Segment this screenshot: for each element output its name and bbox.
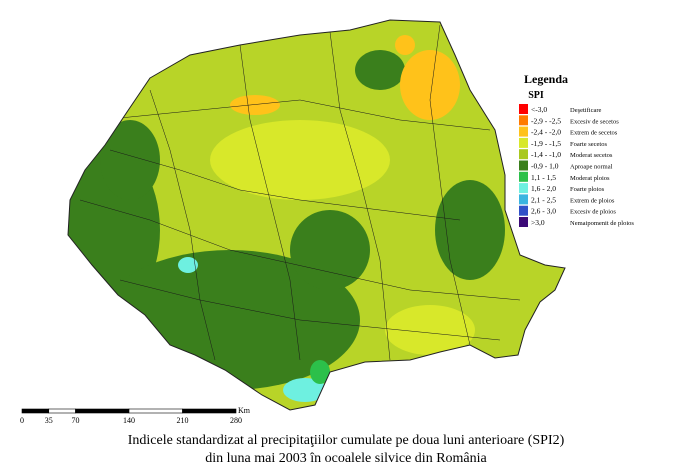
legend-label: Foarte secetos	[570, 141, 607, 148]
legend-label: Excesiv de secetos	[570, 118, 619, 125]
legend-range: 2,6 - 3,0	[531, 207, 556, 216]
legend-swatch	[519, 160, 528, 171]
legend-swatch	[519, 149, 528, 160]
legend-swatch	[519, 217, 528, 227]
legend-range: >3,0	[531, 218, 545, 227]
legend-swatch	[519, 183, 528, 194]
caption: Indicele standardizat al precipitaţiilor…	[128, 433, 565, 448]
legend: <-3,0 Deşetificare -2,9 - -2,5 Excesiv de s…	[519, 104, 634, 227]
legend-label: Foarte ploios	[570, 186, 605, 193]
legend-range: 2,1 - 2,5	[531, 195, 556, 204]
legend-swatch	[519, 115, 528, 126]
border	[67, 19, 566, 411]
legend-title: Legenda	[524, 72, 568, 86]
scale-segment	[128, 408, 183, 414]
legend-label: Deşetificare	[570, 107, 602, 114]
caption: din luna mai 2003 în ocoalele silvice di…	[205, 451, 487, 466]
legend-range: -0,9 - 1,0	[531, 162, 559, 171]
legend-swatch	[519, 205, 528, 216]
scale-label: 210	[177, 416, 189, 425]
legend-swatch	[519, 194, 528, 205]
legend-swatch	[519, 126, 528, 137]
scale-segment	[48, 408, 76, 414]
legend-label: Nemaipomenit de ploios	[570, 220, 634, 227]
legend-swatch	[519, 137, 528, 148]
legend-range: 1,6 - 2,0	[531, 184, 556, 193]
legend-label: Aproape normal	[570, 164, 613, 171]
legend-range: -2,4 - -2,0	[531, 128, 561, 137]
legend-subtitle: SPI	[528, 90, 544, 101]
legend-range: -1,9 - -1,5	[531, 139, 561, 148]
legend-range: 1,1 - 1,5	[531, 173, 556, 182]
scale-segment	[75, 408, 130, 414]
legend-label: Extrem de ploios	[570, 197, 615, 204]
legend-range: <-3,0	[531, 105, 547, 114]
scale-unit: Km	[238, 406, 251, 415]
scale-segment	[182, 408, 237, 414]
legend-label: Moderat secetos	[570, 152, 613, 159]
legend-label: Moderat ploios	[570, 175, 610, 182]
legend-label: Excesiv de ploios	[570, 209, 616, 216]
scale-label: 70	[72, 416, 80, 425]
legend-swatch	[519, 104, 528, 114]
map-fill	[68, 20, 565, 410]
scale-label: 140	[123, 416, 135, 425]
legend-swatch	[519, 171, 528, 182]
legend-range: -2,9 - -2,5	[531, 116, 561, 125]
scale-segment	[21, 408, 50, 414]
scale-label: 280	[230, 416, 242, 425]
legend-label: Extrem de secetos	[570, 130, 618, 137]
legend-range: -1,4 - -1,0	[531, 150, 561, 159]
scale-label: 0	[20, 416, 24, 425]
scale-label: 35	[45, 416, 53, 425]
